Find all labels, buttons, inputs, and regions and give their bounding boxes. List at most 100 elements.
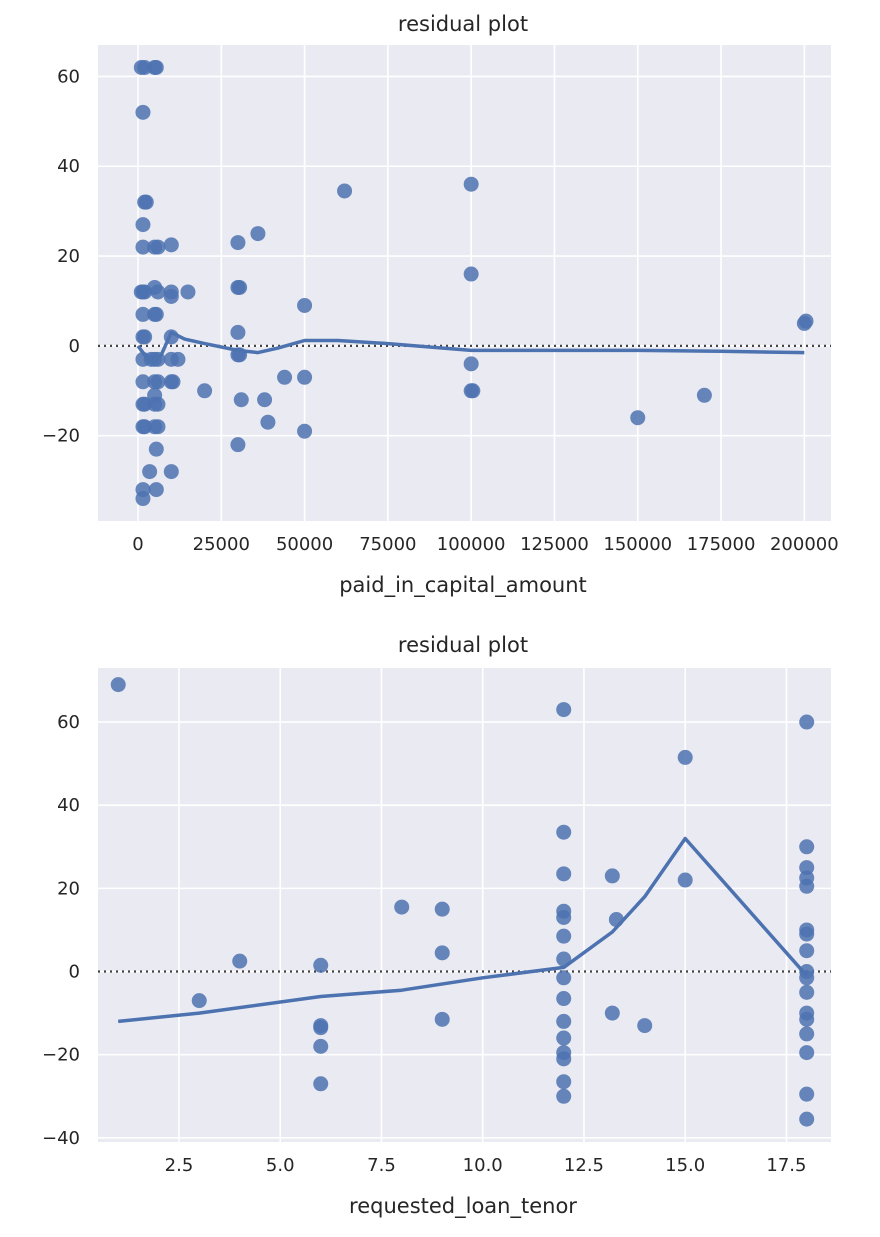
residual-point	[799, 1011, 815, 1027]
residual-point	[180, 284, 196, 300]
residual-point	[197, 383, 213, 399]
x-tick-label: 25000	[193, 534, 250, 555]
residual-point	[150, 239, 166, 255]
residual-point	[313, 1020, 329, 1036]
residual-point	[191, 993, 207, 1009]
residual-point	[135, 104, 151, 120]
residual-point	[233, 392, 249, 408]
residual-point	[163, 237, 179, 253]
residual-point	[137, 329, 153, 345]
residual-point	[148, 441, 164, 457]
residual-point	[148, 306, 164, 322]
residual-point	[604, 1005, 620, 1021]
x-tick-label: 12.5	[564, 1155, 604, 1176]
residual-point	[799, 1026, 815, 1042]
x-tick-label: 175000	[687, 534, 756, 555]
residual-point	[556, 1013, 572, 1029]
y-tick-label: 40	[57, 156, 80, 177]
residual-point	[135, 306, 151, 322]
residual-point	[630, 410, 646, 426]
residual-point	[604, 868, 620, 884]
residual-point	[556, 1030, 572, 1046]
residual-point	[556, 991, 572, 1007]
residual-point	[556, 909, 572, 925]
residual-point	[798, 313, 814, 329]
y-tick-label: −20	[42, 1045, 80, 1066]
residual-point	[230, 437, 246, 453]
residual-point	[637, 1018, 653, 1034]
residual-point	[799, 1111, 815, 1127]
y-tick-label: 60	[57, 66, 80, 87]
x-tick-label: 100000	[437, 534, 506, 555]
residual-point	[463, 356, 479, 372]
residual-point	[465, 383, 481, 399]
residual-point	[150, 284, 166, 300]
x-tick-label: 2.5	[165, 1155, 194, 1176]
x-tick-label: 5.0	[266, 1155, 295, 1176]
lowess-fit-line	[118, 836, 809, 1024]
residual-point	[148, 59, 164, 75]
y-tick-label: 40	[57, 795, 80, 816]
plot-area	[98, 668, 831, 1142]
residual-point	[135, 491, 151, 507]
x-tick-label: 150000	[603, 534, 672, 555]
plot-area	[98, 45, 831, 521]
residual-point	[799, 926, 815, 942]
residual-point	[277, 369, 293, 385]
x-tick-label: 10.0	[463, 1155, 503, 1176]
residual-point	[297, 297, 313, 313]
residual-point	[696, 387, 712, 403]
residual-point	[297, 369, 313, 385]
residual-point	[163, 288, 179, 304]
residual-point	[556, 1088, 572, 1104]
residual-point	[394, 899, 410, 915]
y-tick-label: −20	[42, 426, 80, 447]
residual-point	[556, 970, 572, 986]
residual-point	[799, 714, 815, 730]
residual-point	[313, 1038, 329, 1054]
x-tick-label: 125000	[520, 534, 589, 555]
x-tick-label: 7.5	[367, 1155, 396, 1176]
residual-point	[135, 217, 151, 233]
residual-point	[232, 279, 248, 295]
residual-point	[556, 1074, 572, 1090]
residual-point	[257, 392, 273, 408]
residual-point	[556, 1051, 572, 1067]
residual-point	[799, 878, 815, 894]
residual-point	[556, 702, 572, 718]
residual-point	[556, 824, 572, 840]
y-tick-label: 20	[57, 246, 80, 267]
residual-point	[230, 235, 246, 251]
residual-point	[313, 957, 329, 973]
x-tick-label: 200000	[770, 534, 839, 555]
x-tick-label: 15.0	[665, 1155, 705, 1176]
y-tick-label: 0	[69, 962, 80, 983]
chart-title: residual plot	[398, 633, 528, 657]
residual-point	[799, 860, 815, 876]
residual-point	[260, 414, 276, 430]
residual-point	[799, 984, 815, 1000]
y-tick-label: −40	[42, 1128, 80, 1149]
residual-point	[165, 374, 181, 390]
residual-point	[135, 239, 151, 255]
residual-point	[138, 194, 154, 210]
residual-point	[150, 374, 166, 390]
lowess-fit-line	[136, 330, 805, 364]
residual-point	[799, 943, 815, 959]
residual-point	[170, 351, 186, 367]
residual-point	[434, 901, 450, 917]
residual-point	[297, 423, 313, 439]
residual-point	[677, 872, 693, 888]
residual-point	[150, 396, 166, 412]
residual-point	[232, 953, 248, 969]
residual-point	[142, 464, 158, 480]
residual-point	[313, 1076, 329, 1092]
residual-point	[799, 839, 815, 855]
residual-point	[434, 1011, 450, 1027]
y-tick-label: 20	[57, 878, 80, 899]
x-tick-label: 17.5	[766, 1155, 806, 1176]
residual-point	[150, 419, 166, 435]
residual-point	[556, 866, 572, 882]
